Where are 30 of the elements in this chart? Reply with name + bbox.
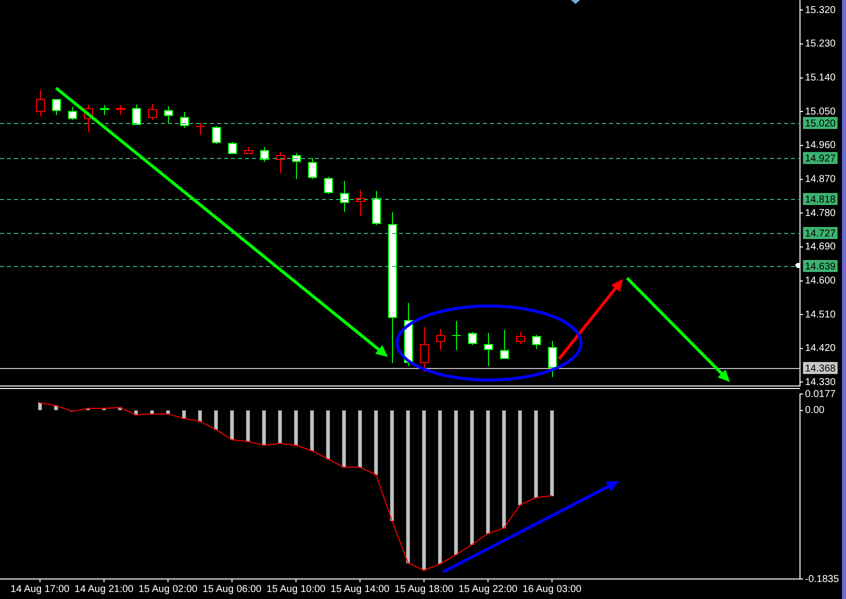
y-tick-label: 14.330 xyxy=(805,376,836,388)
ref-line-label: 14.927 xyxy=(805,153,836,164)
y-tick-label: 14.780 xyxy=(805,208,836,219)
ref-line-label: 15.020 xyxy=(805,118,836,130)
ref-line-label: 14.639 xyxy=(805,261,836,272)
ref-line-label: 14.727 xyxy=(805,228,836,240)
x-tick-label: 16 Aug 03:00 xyxy=(522,584,582,595)
ref-line-label: 14.818 xyxy=(805,194,836,206)
y-tick-label: -0.1835 xyxy=(805,574,840,585)
y-tick-label: 14.420 xyxy=(805,343,836,354)
y-tick-label: 0.0177 xyxy=(805,388,836,400)
x-tick-label: 14 Aug 21:00 xyxy=(74,584,134,595)
x-tick-label: 15 Aug 18:00 xyxy=(394,584,454,595)
x-tick-label: 14 Aug 17:00 xyxy=(10,584,70,595)
ref-line-label: 14.368 xyxy=(805,363,836,374)
x-tick-label: 15 Aug 10:00 xyxy=(266,584,326,595)
y-tick-label: 14.510 xyxy=(805,309,836,320)
y-tick-label: 14.600 xyxy=(805,276,836,287)
x-tick-label: 15 Aug 22:00 xyxy=(458,584,518,595)
y-tick-label: 15.230 xyxy=(805,38,836,50)
x-tick-label: 15 Aug 02:00 xyxy=(138,584,198,595)
y-tick-label: 15.050 xyxy=(805,106,836,118)
y-tick-label: 15.320 xyxy=(805,4,836,16)
y-tick-label: 0.00 xyxy=(805,405,825,416)
y-tick-label: 15.140 xyxy=(805,72,836,84)
x-tick-label: 15 Aug 14:00 xyxy=(330,584,390,595)
x-tick-label: 15 Aug 06:00 xyxy=(202,584,262,595)
y-tick-label: 14.690 xyxy=(805,242,836,253)
y-tick-label: 14.870 xyxy=(805,174,836,186)
y-tick-label: 14.960 xyxy=(805,140,836,152)
